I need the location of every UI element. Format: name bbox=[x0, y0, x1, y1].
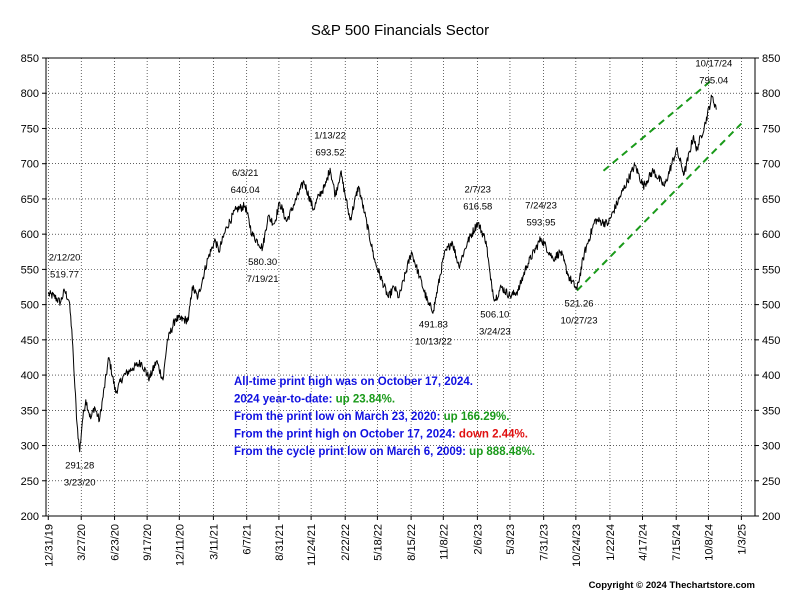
y-tick-label-left: 350 bbox=[21, 405, 39, 417]
y-tick-label-right: 200 bbox=[762, 511, 780, 523]
x-tick-label: 10/24/23 bbox=[571, 524, 583, 567]
note-text: up 23.84%. bbox=[336, 394, 395, 406]
y-tick-label-right: 700 bbox=[762, 159, 780, 171]
note-text: All-time print high was on October 17, 2… bbox=[234, 376, 473, 388]
y-tick-label-right: 600 bbox=[762, 229, 780, 241]
annotation-label: 6/3/21 bbox=[232, 168, 258, 179]
y-tick-label-left: 700 bbox=[21, 159, 39, 171]
x-tick-label: 8/15/22 bbox=[406, 524, 418, 561]
y-tick-label-left: 200 bbox=[21, 511, 39, 523]
annotation-label: 795.04 bbox=[699, 76, 728, 87]
annotation-label: 580.30 bbox=[248, 257, 277, 268]
y-tick-label-right: 400 bbox=[762, 370, 780, 382]
y-tick-label-right: 650 bbox=[762, 194, 780, 206]
x-tick-label: 11/8/22 bbox=[438, 524, 450, 560]
x-tick-label: 12/11/20 bbox=[174, 524, 186, 566]
annotation-label: 593.95 bbox=[526, 217, 555, 228]
x-tick-label: 12/31/19 bbox=[43, 524, 55, 567]
y-tick-label-right: 500 bbox=[762, 300, 780, 312]
y-tick-label-right: 750 bbox=[762, 123, 780, 135]
y-tick-label-right: 350 bbox=[762, 405, 780, 417]
chart-title: S&P 500 Financials Sector bbox=[311, 22, 489, 39]
x-tick-label: 5/3/23 bbox=[505, 524, 517, 555]
annotation-label: 3/24/23 bbox=[479, 326, 511, 337]
series bbox=[47, 94, 718, 453]
y-tick-label-left: 650 bbox=[21, 194, 39, 206]
note-line: 2024 year-to-date: up 23.84%. bbox=[234, 394, 395, 406]
note-text: From the print low on March 23, 2020: bbox=[234, 411, 444, 423]
notes: All-time print high was on October 17, 2… bbox=[234, 376, 535, 458]
y-tick-label-right: 300 bbox=[762, 441, 780, 453]
annotation-label: 7/19/21 bbox=[247, 274, 279, 285]
annotation-label: 2/12/20 bbox=[49, 253, 81, 264]
note-text: From the cycle print low on March 6, 200… bbox=[234, 446, 469, 458]
y-tick-label-right: 800 bbox=[762, 88, 780, 100]
y-tick-label-left: 250 bbox=[21, 476, 39, 488]
annotation-label: 2/7/23 bbox=[465, 184, 491, 195]
x-tick-label: 9/17/20 bbox=[142, 524, 154, 561]
plot-frame bbox=[45, 57, 756, 517]
x-tick-label: 7/15/24 bbox=[671, 524, 683, 561]
annotation-label: 3/23/20 bbox=[64, 478, 96, 489]
x-tick-label: 11/24/21 bbox=[306, 524, 318, 566]
note-line: From the print low on March 23, 2020: up… bbox=[234, 411, 509, 423]
y-tick-label-left: 550 bbox=[21, 264, 39, 276]
annotation-label: 693.52 bbox=[316, 147, 345, 158]
annotation-label: 10/17/24 bbox=[695, 59, 732, 70]
y-tick-label-left: 750 bbox=[21, 123, 39, 135]
x-tick-label: 3/11/21 bbox=[208, 524, 220, 560]
note-line: From the print high on October 17, 2024:… bbox=[234, 429, 528, 441]
x-tick-label: 5/18/22 bbox=[372, 524, 384, 561]
annotation-label: 506.10 bbox=[480, 309, 509, 320]
y-tick-label-left: 400 bbox=[21, 370, 39, 382]
x-tick-label: 4/17/24 bbox=[638, 524, 650, 561]
y-tick-label-right: 550 bbox=[762, 264, 780, 276]
annotation-label: 616.58 bbox=[463, 201, 492, 212]
annotations: 2/12/20 519.77 291.28 3/23/20 6/3/21 640.04 58… bbox=[49, 59, 733, 489]
y-tick-label-left: 600 bbox=[21, 229, 39, 241]
x-tick-label: 2/22/22 bbox=[340, 524, 352, 561]
y-tick-label-right: 450 bbox=[762, 335, 780, 347]
annotation-label: 7/24/23 bbox=[525, 200, 557, 211]
x-tick-label: 10/8/24 bbox=[703, 524, 715, 561]
y-tick-label-left: 500 bbox=[21, 300, 39, 312]
annotation-label: 1/13/22 bbox=[314, 130, 346, 141]
note-text: up 166.29%. bbox=[444, 411, 510, 423]
annotation-label: 10/27/23 bbox=[561, 316, 598, 327]
copyright-text: Copyright © 2024 Thechartstore.com bbox=[589, 580, 755, 591]
x-tick-label: 7/31/23 bbox=[539, 524, 551, 561]
annotation-label: 491.83 bbox=[419, 319, 448, 330]
x-tick-label: 6/7/21 bbox=[242, 524, 254, 555]
axes: 200 200 250 250 300 300 350 350 400 400 450 450 500 5… bbox=[21, 53, 781, 567]
series-line bbox=[47, 94, 718, 453]
note-text: From the print high on October 17, 2024: bbox=[234, 429, 459, 441]
annotation-label: 10/13/22 bbox=[415, 336, 452, 347]
x-tick-label: 8/31/21 bbox=[274, 524, 286, 561]
y-tick-label-left: 850 bbox=[21, 53, 39, 65]
trend-channel-lower bbox=[576, 122, 743, 292]
x-tick-label: 3/27/20 bbox=[76, 524, 88, 561]
note-text: 2024 year-to-date: bbox=[234, 394, 336, 406]
note-text: down 2.44%. bbox=[459, 429, 528, 441]
trend-channel bbox=[576, 78, 743, 292]
y-tick-label-right: 850 bbox=[762, 53, 780, 65]
annotation-label: 291.28 bbox=[65, 461, 94, 472]
x-tick-label: 1/3/25 bbox=[736, 524, 748, 555]
x-tick-label: 6/23/20 bbox=[110, 524, 122, 561]
note-text: up 888.48%. bbox=[469, 446, 535, 458]
x-tick-label: 2/6/23 bbox=[472, 524, 484, 555]
note-line: All-time print high was on October 17, 2… bbox=[234, 376, 473, 388]
annotation-label: 640.04 bbox=[231, 185, 260, 196]
y-tick-label-left: 450 bbox=[21, 335, 39, 347]
note-line: From the cycle print low on March 6, 200… bbox=[234, 446, 535, 458]
y-tick-label-left: 300 bbox=[21, 441, 39, 453]
y-tick-label-left: 800 bbox=[21, 88, 39, 100]
annotation-label: 519.77 bbox=[50, 270, 79, 281]
x-tick-label: 1/22/24 bbox=[605, 524, 617, 561]
annotation-label: 521.26 bbox=[564, 299, 593, 310]
y-tick-label-right: 250 bbox=[762, 476, 780, 488]
